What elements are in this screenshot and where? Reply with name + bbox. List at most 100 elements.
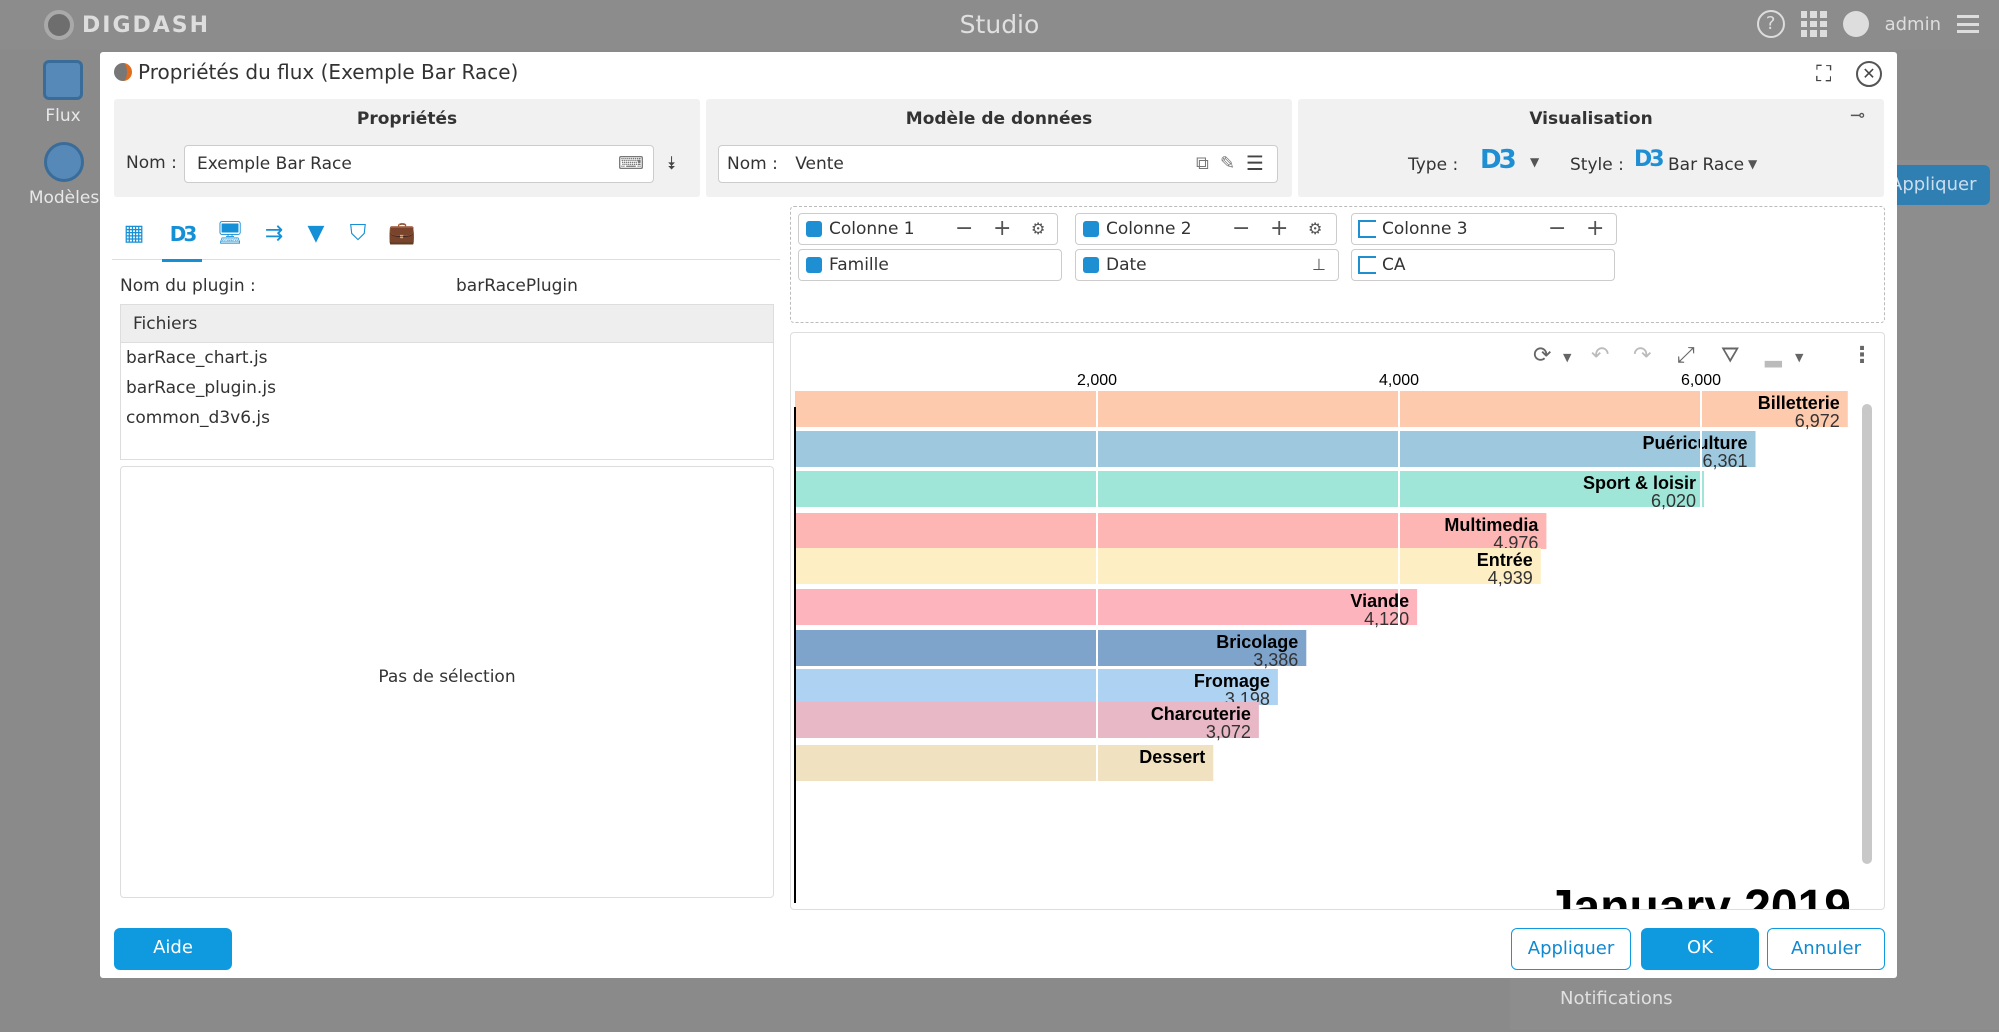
user-name[interactable]: admin bbox=[1884, 13, 1941, 35]
properties-section: Propriétés Nom : Exemple Bar Race ⌨ ⯯ bbox=[114, 99, 700, 197]
logo-icon bbox=[44, 10, 74, 40]
tree-icon[interactable]: ⊥ bbox=[1312, 255, 1326, 274]
bar-label: Dessert bbox=[1139, 747, 1205, 767]
style-dropdown-icon[interactable]: ▼ bbox=[1748, 157, 1758, 171]
menu-lines-icon[interactable]: ☰ bbox=[1246, 151, 1264, 175]
sidebar-item-label: Modèles bbox=[28, 188, 100, 208]
menu-icon[interactable] bbox=[1957, 15, 1979, 33]
hierarchy-icon[interactable]: ⚙ bbox=[1308, 219, 1323, 238]
bar bbox=[795, 548, 1541, 584]
add-icon[interactable]: + bbox=[993, 216, 1012, 241]
tab-flow[interactable]: ⇉ bbox=[264, 221, 284, 246]
fit-screen-icon[interactable]: ⤢ bbox=[1677, 343, 1695, 368]
notifications-label: Notifications bbox=[1560, 988, 1673, 1009]
column-1-header[interactable]: Colonne 1 − + ⚙ bbox=[798, 213, 1058, 245]
chart-dropdown-icon[interactable]: ▼ bbox=[1795, 351, 1804, 364]
copy-icon[interactable]: ⧉ bbox=[1196, 153, 1209, 174]
sidebar-item-modeles[interactable]: Modèles bbox=[24, 142, 104, 208]
column-3-header[interactable]: Colonne 3 − + bbox=[1351, 213, 1617, 245]
file-item[interactable]: barRace_plugin.js bbox=[126, 378, 276, 398]
chart-scrollbar[interactable] bbox=[1862, 404, 1872, 864]
tab-toolbox[interactable]: 💼 bbox=[388, 221, 416, 246]
columns-dropzone: Colonne 1 − + ⚙ Famille Colonne 2 − + ⚙ Date… bbox=[790, 206, 1885, 323]
bar-value-label: 3,072 bbox=[1206, 722, 1251, 742]
data-model-header: Modèle de données bbox=[905, 109, 1093, 129]
style-value[interactable]: Bar Race bbox=[1668, 155, 1745, 175]
bar bbox=[795, 471, 1705, 507]
hierarchy-icon[interactable]: ⚙ bbox=[1031, 219, 1046, 238]
bar bbox=[795, 745, 1214, 781]
expand-down-icon[interactable]: ⯯ bbox=[666, 153, 677, 174]
x-tick-label: 2,000 bbox=[1077, 372, 1117, 389]
bar bbox=[795, 513, 1547, 549]
dialog-title-bar: Propriétés du flux (Exemple Bar Race) bbox=[114, 60, 518, 84]
sidebar-item-flux[interactable]: Flux bbox=[28, 60, 98, 126]
d3-type-icon[interactable]: D3 bbox=[1480, 145, 1517, 175]
column-1-value[interactable]: Famille bbox=[798, 249, 1062, 281]
refresh-icon[interactable]: ⟳ bbox=[1533, 343, 1552, 368]
bar-value-label: 6,361 bbox=[1702, 451, 1747, 471]
sidebar-item-label: Flux bbox=[45, 106, 81, 126]
apps-grid-icon[interactable] bbox=[1800, 11, 1827, 37]
x-tick-label: 4,000 bbox=[1379, 372, 1419, 389]
bar-value-label: 4,120 bbox=[1364, 609, 1409, 629]
bar bbox=[795, 702, 1259, 738]
tab-filter[interactable]: ▼ bbox=[307, 221, 325, 246]
column-name: Colonne 3 bbox=[1382, 219, 1468, 239]
period-label: January 2019 bbox=[1547, 881, 1851, 910]
properties-header: Propriétés bbox=[356, 109, 458, 129]
data-model-label: Nom : bbox=[727, 154, 778, 174]
signal-icon[interactable]: ▂ bbox=[1765, 343, 1782, 368]
cube-icon bbox=[44, 142, 84, 182]
flux-properties-dialog: Propriétés du flux (Exemple Bar Race) ⛶ … bbox=[100, 52, 1897, 978]
more-options-icon[interactable]: ⋮ bbox=[1851, 343, 1873, 368]
bar-label: Bricolage bbox=[1216, 632, 1298, 652]
d3-style-icon: D3 bbox=[1634, 147, 1665, 172]
help-button[interactable]: Aide bbox=[114, 928, 232, 970]
column-name: Colonne 2 bbox=[1106, 219, 1192, 239]
remove-icon[interactable]: − bbox=[1548, 216, 1567, 241]
column-2-value[interactable]: Date ⊥ bbox=[1075, 249, 1339, 281]
filter-icon[interactable]: ⛛ bbox=[1721, 343, 1740, 368]
column-2-header[interactable]: Colonne 2 − + ⚙ bbox=[1075, 213, 1337, 245]
tab-css[interactable]: ⛉ bbox=[349, 221, 367, 246]
maximize-icon[interactable]: ⛶ bbox=[1816, 62, 1832, 87]
dimension-icon bbox=[806, 221, 822, 237]
close-icon[interactable]: ✕ bbox=[1856, 61, 1882, 87]
column-3-value[interactable]: CA bbox=[1351, 249, 1615, 281]
avatar[interactable] bbox=[1842, 11, 1869, 37]
remove-icon[interactable]: − bbox=[955, 216, 974, 241]
cancel-button[interactable]: Annuler bbox=[1767, 928, 1885, 970]
ok-button[interactable]: OK bbox=[1641, 928, 1759, 970]
tab-devices[interactable]: 🖥 bbox=[216, 221, 244, 246]
tab-d3[interactable]: D3 bbox=[162, 218, 202, 262]
file-item[interactable]: common_d3v6.js bbox=[126, 408, 271, 428]
add-icon[interactable]: + bbox=[1270, 216, 1289, 241]
help-icon[interactable]: ? bbox=[1756, 10, 1785, 38]
file-item[interactable]: barRace_chart.js bbox=[126, 348, 268, 368]
bar-label: Fromage bbox=[1194, 671, 1270, 691]
toggle-icon[interactable]: ⊸ bbox=[1850, 105, 1866, 126]
bar bbox=[795, 391, 1848, 427]
bar bbox=[795, 589, 1418, 625]
logo-text: DIGDASH bbox=[82, 12, 211, 38]
bar bbox=[795, 669, 1278, 705]
type-dropdown-icon[interactable]: ▼ bbox=[1530, 155, 1540, 169]
apply-button[interactable]: Appliquer bbox=[1511, 928, 1631, 970]
refresh-dropdown-icon[interactable]: ▼ bbox=[1563, 351, 1572, 364]
add-icon[interactable]: + bbox=[1586, 216, 1605, 241]
files-header: Fichiers bbox=[121, 305, 773, 343]
tab-data-grid[interactable]: ▦ bbox=[123, 221, 145, 246]
edit-icon[interactable]: ✎ bbox=[1220, 153, 1236, 174]
measure-icon bbox=[1358, 220, 1376, 238]
redo-icon[interactable]: ↷ bbox=[1633, 343, 1652, 368]
remove-icon[interactable]: − bbox=[1232, 216, 1251, 241]
bar bbox=[795, 630, 1307, 666]
column-value: CA bbox=[1382, 255, 1406, 275]
translate-icon[interactable]: ⌨ bbox=[618, 153, 644, 174]
flux-name-input[interactable]: Exemple Bar Race bbox=[184, 145, 654, 183]
bar-label: Puériculture bbox=[1642, 433, 1747, 453]
chart-icon bbox=[43, 60, 83, 100]
undo-icon[interactable]: ↶ bbox=[1591, 343, 1610, 368]
